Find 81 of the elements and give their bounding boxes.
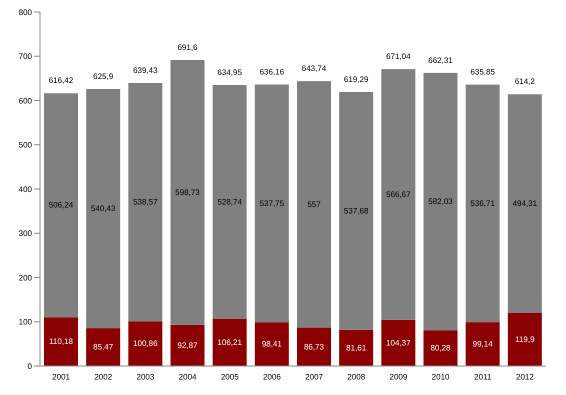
x-tick-label: 2002 xyxy=(94,372,113,382)
x-tick-label: 2003 xyxy=(136,372,155,382)
bar xyxy=(297,328,331,366)
bar xyxy=(381,320,416,366)
y-tick-label: 800 xyxy=(18,8,33,17)
y-tick-label: 200 xyxy=(18,273,33,282)
bar xyxy=(466,84,500,322)
total-label: 614,2 xyxy=(514,77,536,86)
data-label: 582,03 xyxy=(428,197,454,206)
total-label: 636,16 xyxy=(260,68,285,76)
bar xyxy=(424,330,458,366)
data-label: 85,47 xyxy=(93,342,114,352)
data-label: 540,43 xyxy=(90,204,116,214)
data-label: 81,61 xyxy=(346,343,367,352)
bar xyxy=(508,312,542,366)
bar xyxy=(424,72,458,330)
x-tick-label: 2004 xyxy=(178,372,198,382)
data-label: 528,74 xyxy=(217,198,242,207)
total-label: 643,74 xyxy=(302,64,327,74)
bar xyxy=(170,324,204,366)
data-label: 80,28 xyxy=(430,344,452,353)
y-tick-label: 700 xyxy=(18,52,33,62)
bar xyxy=(297,81,331,328)
data-label: 119,9 xyxy=(515,334,536,344)
y-tick-label: 600 xyxy=(18,96,33,106)
x-tick-label: 2006 xyxy=(263,372,282,382)
data-label: 92,87 xyxy=(177,340,198,350)
total-label: 639,43 xyxy=(133,66,158,76)
total-label: 635,85 xyxy=(470,68,496,77)
bar xyxy=(212,85,247,319)
bar xyxy=(86,328,120,366)
total-label: 662,31 xyxy=(428,56,454,65)
bar xyxy=(508,94,542,313)
bar xyxy=(128,83,162,322)
data-label: 566,67 xyxy=(386,190,412,199)
x-tick-label: 2012 xyxy=(516,372,534,382)
data-label: 106,21 xyxy=(217,338,242,347)
bar xyxy=(339,92,374,330)
data-label: 536,71 xyxy=(470,198,496,208)
bar xyxy=(254,322,289,366)
x-tick-label: 2007 xyxy=(305,372,324,382)
y-tick-label: 100 xyxy=(18,318,33,327)
bar xyxy=(339,330,374,366)
data-label: 557 xyxy=(307,200,322,209)
bar xyxy=(128,321,162,366)
data-label: 538,57 xyxy=(133,198,158,207)
data-label: 537,75 xyxy=(260,198,285,208)
bar xyxy=(254,84,289,322)
x-tick-label: 2008 xyxy=(347,372,366,382)
total-label: 625,9 xyxy=(93,72,114,82)
total-label: 616,42 xyxy=(48,76,74,86)
data-label: 100,86 xyxy=(133,339,158,348)
bar xyxy=(44,317,78,366)
data-label: 99,14 xyxy=(472,340,494,349)
data-label: 104,37 xyxy=(386,338,412,348)
x-tick-label: 2009 xyxy=(390,372,408,382)
bar xyxy=(466,322,500,366)
y-tick-label: 500 xyxy=(18,140,33,150)
x-tick-label: 2005 xyxy=(220,372,240,382)
data-label: 598,73 xyxy=(175,188,200,197)
total-label: 691,6 xyxy=(177,42,198,52)
bar xyxy=(212,319,247,366)
total-label: 619,29 xyxy=(344,74,369,84)
data-label: 494,31 xyxy=(512,199,538,208)
bar xyxy=(170,60,204,325)
data-label: 537,68 xyxy=(344,206,369,216)
y-tick-label: 0 xyxy=(28,362,33,371)
data-label: 86,73 xyxy=(304,342,325,352)
data-label: 506,24 xyxy=(48,200,74,210)
x-tick-label: 2001 xyxy=(52,372,71,382)
x-tick-label: 2010 xyxy=(432,372,450,382)
y-tick-label: 300 xyxy=(18,229,33,238)
total-label: 634,95 xyxy=(217,68,242,78)
data-label: 98,41 xyxy=(262,340,282,349)
bar xyxy=(44,93,78,318)
bar xyxy=(381,69,416,320)
total-label: 671,04 xyxy=(386,52,412,62)
data-label: 110,18 xyxy=(49,337,74,346)
x-tick-label: 2011 xyxy=(474,372,492,382)
y-tick-label: 400 xyxy=(18,184,33,194)
bar xyxy=(86,89,120,328)
